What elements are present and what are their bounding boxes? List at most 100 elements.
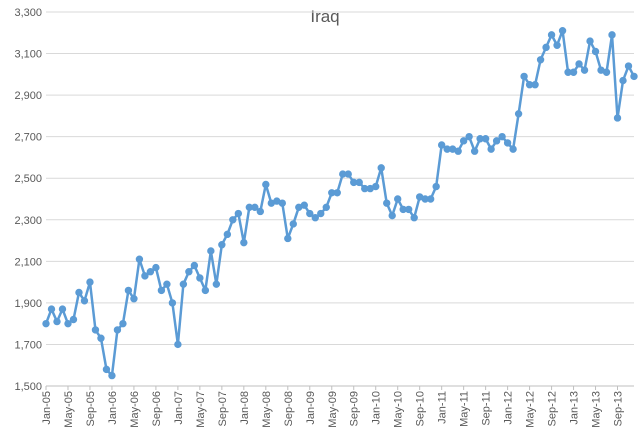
series-group bbox=[42, 27, 638, 380]
data-point bbox=[223, 230, 232, 239]
data-point bbox=[355, 178, 363, 187]
x-tick-label: Jan-08 bbox=[239, 391, 251, 425]
x-tick-label: Jan-11 bbox=[437, 391, 449, 424]
y-tick-label: 3,300 bbox=[14, 7, 42, 19]
data-point bbox=[575, 60, 583, 68]
x-tick-label: Jan-09 bbox=[305, 391, 317, 425]
data-point bbox=[108, 371, 116, 380]
data-point bbox=[619, 76, 627, 85]
data-point bbox=[630, 72, 638, 81]
data-point bbox=[498, 132, 506, 141]
data-point bbox=[218, 241, 226, 249]
data-point bbox=[47, 305, 56, 313]
data-point bbox=[372, 182, 380, 191]
data-point bbox=[454, 147, 462, 155]
x-tick-label: May-07 bbox=[195, 391, 207, 428]
data-point bbox=[163, 280, 171, 288]
y-tick-label: 2,900 bbox=[14, 90, 42, 102]
data-point bbox=[536, 56, 545, 64]
y-tick-label: 3,100 bbox=[14, 49, 42, 61]
data-point bbox=[514, 110, 523, 118]
data-point bbox=[135, 255, 144, 263]
x-tick-label: Sep-11 bbox=[481, 391, 493, 426]
data-point bbox=[602, 68, 611, 76]
data-point bbox=[289, 220, 297, 228]
y-tick-label: 2,700 bbox=[14, 132, 42, 144]
data-point bbox=[317, 209, 325, 218]
data-point bbox=[432, 182, 440, 191]
y-tick-label: 2,300 bbox=[14, 215, 42, 227]
x-tick-label: May-10 bbox=[393, 391, 405, 428]
y-tick-label: 1,900 bbox=[14, 298, 42, 310]
data-point bbox=[86, 278, 94, 286]
y-axis-ticks: 1,500 1,700 1,900 2,100 2,300 2,500 2,700 2,900… bbox=[14, 7, 42, 393]
y-tick-label: 1,500 bbox=[14, 381, 42, 393]
data-point bbox=[212, 280, 221, 288]
x-tick-label: May-12 bbox=[525, 391, 537, 428]
data-point bbox=[80, 297, 89, 305]
data-point bbox=[53, 317, 61, 326]
data-point bbox=[306, 209, 314, 218]
data-point bbox=[179, 280, 188, 288]
x-tick-label: Sep-05 bbox=[85, 391, 97, 426]
data-point bbox=[437, 141, 446, 149]
x-tick-label: Sep-12 bbox=[547, 391, 559, 426]
data-point bbox=[624, 62, 633, 70]
x-tick-label: Sep-13 bbox=[613, 391, 625, 426]
data-point bbox=[130, 295, 138, 303]
x-tick-label: May-11 bbox=[459, 391, 471, 427]
data-point bbox=[410, 214, 418, 222]
data-point bbox=[168, 299, 177, 307]
data-point bbox=[503, 139, 512, 147]
data-point bbox=[201, 286, 210, 295]
data-point bbox=[97, 334, 105, 342]
data-point bbox=[459, 137, 468, 145]
data-point bbox=[234, 209, 243, 218]
data-point bbox=[591, 47, 600, 56]
data-point bbox=[470, 147, 479, 155]
data-point bbox=[185, 268, 193, 276]
data-point bbox=[256, 207, 265, 216]
data-point bbox=[157, 286, 166, 295]
x-tick-label: Sep-10 bbox=[415, 391, 427, 426]
data-point bbox=[141, 272, 149, 280]
x-tick-label: May-06 bbox=[129, 391, 141, 428]
x-tick-label: Jan-06 bbox=[107, 391, 119, 425]
x-tick-label: Sep-08 bbox=[283, 391, 295, 426]
x-tick-label: Jan-12 bbox=[503, 391, 515, 425]
data-point bbox=[119, 319, 127, 328]
x-tick-label: May-09 bbox=[327, 391, 339, 428]
data-point bbox=[426, 195, 435, 203]
data-point bbox=[229, 216, 237, 224]
x-tick-label: May-13 bbox=[591, 391, 603, 428]
data-point bbox=[322, 203, 330, 212]
data-point bbox=[91, 326, 100, 334]
data-point bbox=[569, 68, 578, 76]
data-point bbox=[481, 135, 490, 143]
data-point bbox=[300, 201, 308, 209]
x-tick-label: May-08 bbox=[261, 391, 273, 428]
y-tick-label: 1,700 bbox=[14, 339, 42, 351]
data-point bbox=[388, 211, 396, 220]
data-point bbox=[608, 31, 616, 39]
data-point bbox=[580, 66, 589, 74]
data-point bbox=[278, 199, 286, 207]
data-point bbox=[174, 340, 182, 349]
data-point bbox=[377, 164, 385, 172]
data-point bbox=[75, 288, 83, 297]
data-point bbox=[262, 180, 270, 189]
data-point bbox=[284, 234, 292, 243]
data-point bbox=[124, 286, 133, 295]
x-tick-label: Sep-09 bbox=[349, 391, 361, 426]
data-point bbox=[251, 203, 259, 212]
x-tick-label: May-05 bbox=[63, 391, 75, 428]
data-point bbox=[311, 214, 319, 222]
x-tick-label: Jan-07 bbox=[173, 391, 185, 425]
gridlines bbox=[46, 11, 634, 387]
data-point bbox=[558, 27, 567, 35]
data-point bbox=[487, 145, 495, 153]
data-point bbox=[404, 205, 413, 214]
data-point bbox=[146, 268, 155, 276]
data-point bbox=[152, 263, 160, 272]
